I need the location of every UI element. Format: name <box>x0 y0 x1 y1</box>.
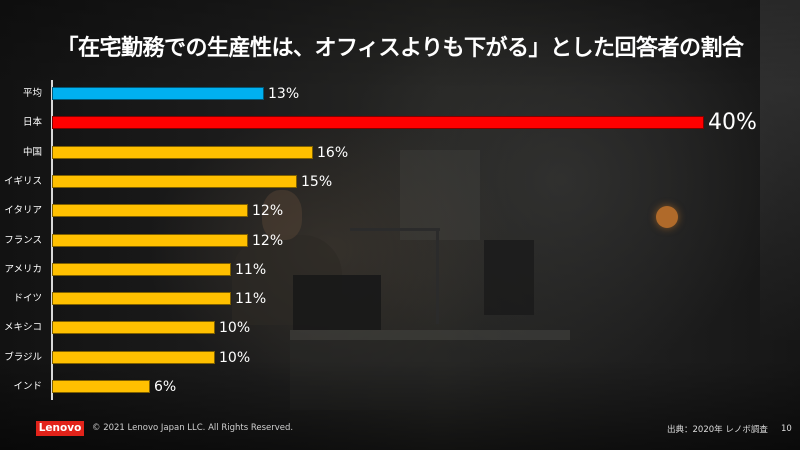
category-label: インド <box>13 381 42 392</box>
category-label: ドイツ <box>13 293 42 304</box>
data-value-label: 11% <box>235 291 267 307</box>
category-label: 中国 <box>22 147 42 158</box>
bar <box>52 204 248 217</box>
bar <box>52 351 215 364</box>
bar <box>52 263 231 276</box>
bar <box>52 175 297 188</box>
category-label: イギリス <box>3 176 42 187</box>
bar <box>52 321 215 334</box>
data-value-label: 13% <box>268 86 300 102</box>
category-label: ブラジル <box>4 352 42 363</box>
bar <box>52 87 264 100</box>
data-value-label: 40% <box>708 110 757 135</box>
category-label: アメリカ <box>4 264 42 275</box>
category-label: メキシコ <box>3 322 42 333</box>
data-value-label: 12% <box>252 203 284 219</box>
slide-title: 「在宅勤務での生産性は、オフィスよりも下がる」とした回答者の割合 <box>56 36 744 61</box>
chart-y-axis <box>51 80 53 400</box>
data-value-label: 15% <box>301 174 333 190</box>
bar <box>52 146 313 159</box>
data-value-label: 6% <box>154 379 177 395</box>
copyright-text: © 2021 Lenovo Japan LLC. All Rights Rese… <box>92 423 294 433</box>
bar <box>52 292 231 305</box>
category-label: フランス <box>4 235 42 246</box>
bar <box>52 116 704 129</box>
bar <box>52 380 150 393</box>
page-number: 10 <box>781 424 792 434</box>
category-label: 日本 <box>22 117 42 128</box>
source-note: 出典：2020年 レノボ調査 <box>667 425 768 435</box>
category-label: イタリア <box>4 205 42 216</box>
data-value-label: 12% <box>252 233 284 249</box>
category-label: 平均 <box>22 88 42 99</box>
data-value-label: 16% <box>317 145 349 161</box>
data-value-label: 10% <box>219 350 251 366</box>
lenovo-logo: Lenovo <box>36 421 84 436</box>
data-value-label: 10% <box>219 320 251 336</box>
data-value-label: 11% <box>235 262 267 278</box>
bar <box>52 234 248 247</box>
